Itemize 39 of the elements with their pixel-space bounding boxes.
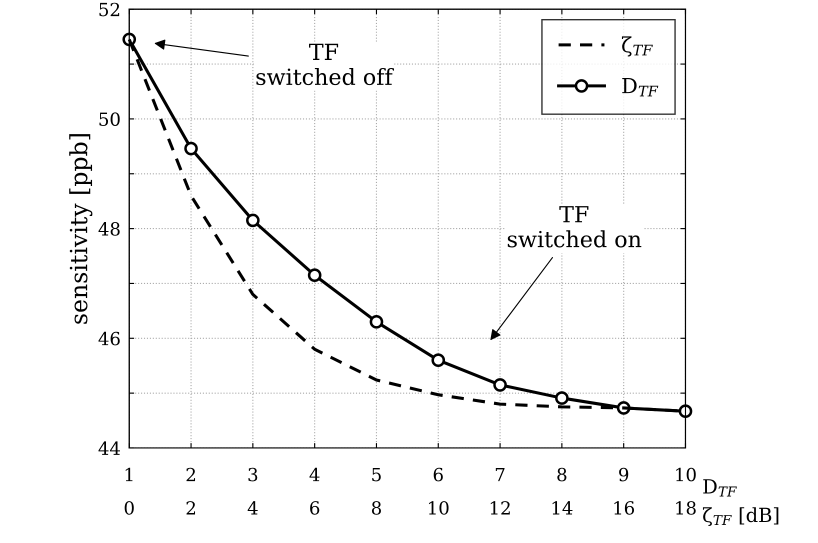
y-tick-label: 50 [99, 112, 120, 126]
x2-tick-label: 16 [614, 501, 634, 515]
point [370, 315, 384, 329]
x-tick-label: 2 [186, 468, 196, 482]
legend-label: D$_{TF}$ [622, 78, 658, 96]
y-axis-title: sensitivity [ppb] [69, 134, 92, 324]
legend-label: ζ$_{TF}$ [622, 36, 653, 56]
x2-tick-label: 8 [372, 501, 381, 515]
x2-tick-label: 4 [248, 501, 258, 514]
point [555, 391, 569, 405]
x2-tick-label: 0 [124, 501, 134, 515]
x2-tick-label: 14 [552, 501, 572, 514]
x2-tick-label: 18 [676, 501, 696, 515]
x-tick-label: 5 [372, 468, 381, 482]
x-tick-label: 4 [309, 468, 320, 482]
point [493, 378, 507, 392]
x2-tick-label: 10 [428, 501, 449, 515]
y-tick-label: 44 [98, 441, 120, 455]
x-tick-label: 6 [434, 468, 443, 482]
point [431, 353, 446, 368]
point [184, 142, 198, 156]
x-tick-label: 1 [126, 468, 132, 482]
x-tick-label: 10 [676, 468, 696, 482]
y-tick-label: 52 [99, 2, 120, 16]
x-tick-label: 7 [496, 468, 505, 482]
x2-axis-title: ζ$_{TF}$ [dB] [702, 507, 778, 526]
y-tick-label: 46 [98, 332, 120, 346]
x-tick-label: 9 [619, 468, 628, 482]
annotation: TF switched on [508, 206, 642, 248]
annotation: TF switched off [256, 44, 394, 86]
x-tick-label: 3 [248, 468, 258, 482]
x-axis-title: D$_{TF}$ [703, 479, 737, 496]
x2-tick-label: 6 [310, 501, 320, 515]
y-tick-label: 48 [98, 222, 120, 236]
x2-tick-label: 12 [490, 501, 510, 514]
point [308, 268, 322, 282]
x-tick-label: 8 [557, 468, 566, 482]
point [246, 214, 260, 228]
x2-tick-label: 2 [186, 501, 196, 514]
